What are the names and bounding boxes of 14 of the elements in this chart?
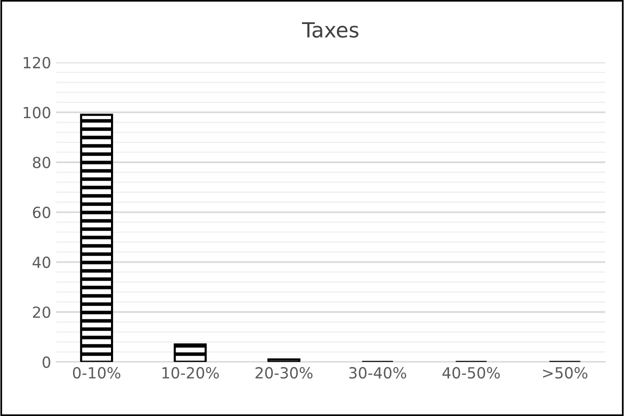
x-tick-label: 20-30% bbox=[256, 367, 313, 379]
x-tick-label: >50% bbox=[543, 367, 588, 379]
x-tick-label: 10-20% bbox=[162, 367, 219, 379]
y-tick-label: 20 bbox=[32, 306, 50, 318]
y-tick-label: 60 bbox=[32, 206, 50, 218]
chart-title: Taxes bbox=[302, 22, 358, 38]
x-tick-label: 0-10% bbox=[72, 367, 120, 379]
x-tick-label: 40-50% bbox=[442, 367, 500, 379]
y-tick-label: 120 bbox=[24, 56, 50, 68]
y-tick-label: 40 bbox=[32, 256, 50, 268]
y-tick-label: 0 bbox=[42, 356, 50, 368]
y-tick-label: 100 bbox=[24, 106, 50, 118]
x-tick-label: 30-40% bbox=[349, 367, 406, 379]
y-tick-label: 80 bbox=[32, 156, 50, 168]
